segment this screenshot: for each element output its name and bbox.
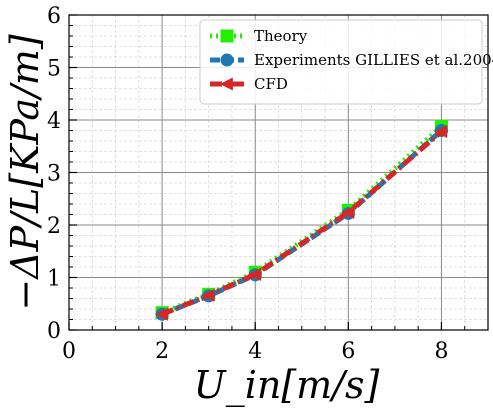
y-tick-label: 4 <box>47 109 61 134</box>
data-point-triangle <box>219 77 233 91</box>
data-point-triangle <box>248 267 262 281</box>
data-point-triangle <box>201 288 215 302</box>
series-line <box>161 129 444 317</box>
legend-label: Theory <box>254 27 308 45</box>
data-point-circle <box>220 53 234 67</box>
y-tick-label: 0 <box>47 319 61 344</box>
x-tick-label: 8 <box>434 339 448 364</box>
x-tick-label: 6 <box>341 339 355 364</box>
y-tick-label: 5 <box>47 57 61 82</box>
legend-entry-2: Experiments GILLIES et al.2004 <box>210 51 493 69</box>
data-point-triangle <box>154 307 168 321</box>
x-tick-label: 4 <box>248 339 262 364</box>
legend-label: Experiments GILLIES et al.2004 <box>254 51 493 69</box>
y-axis-title: −ΔP/L[KPa/m] <box>3 34 47 310</box>
legend-label: CFD <box>254 75 288 93</box>
legend-entry-3: CFD <box>210 75 288 93</box>
data-point-square <box>220 29 234 43</box>
y-tick-label: 1 <box>47 267 61 292</box>
legend: Theory Experiments GILLIES et al.2004 CFD <box>199 19 493 105</box>
legend-entry-1: Theory <box>210 27 308 45</box>
legend-box <box>199 19 483 105</box>
data-point-triangle <box>434 125 448 139</box>
y-tick-label: 6 <box>47 4 61 29</box>
y-tick-label: 2 <box>47 214 61 239</box>
series-3 <box>154 125 448 321</box>
plot-series <box>154 119 448 321</box>
data-point-triangle <box>341 205 355 219</box>
x-tick-label: 2 <box>155 339 169 364</box>
x-axis-title: U_in[m/s] <box>194 363 380 408</box>
x-tick-label: 0 <box>62 339 76 364</box>
y-tick-label: 3 <box>47 162 61 187</box>
